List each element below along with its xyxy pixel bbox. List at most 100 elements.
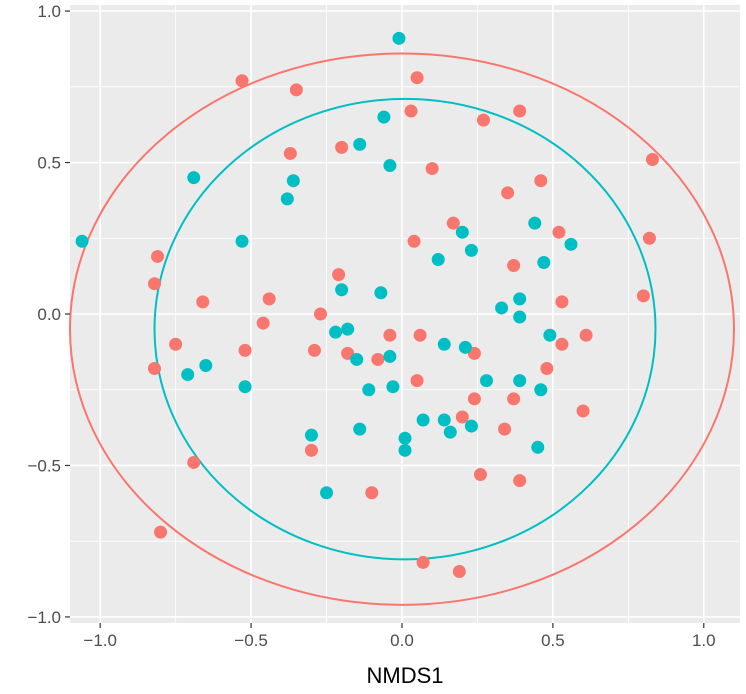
data-point xyxy=(238,380,252,394)
data-point xyxy=(383,159,397,173)
data-point xyxy=(513,292,527,306)
data-point xyxy=(398,431,412,445)
data-point xyxy=(452,565,466,578)
data-point xyxy=(431,252,445,266)
data-point xyxy=(362,383,376,397)
data-point xyxy=(464,419,478,433)
data-point xyxy=(365,486,379,500)
data-point xyxy=(335,140,349,154)
data-point xyxy=(528,216,542,230)
data-point xyxy=(645,153,659,166)
data-point xyxy=(416,555,430,569)
data-point xyxy=(642,231,656,245)
y-axis: −1.0 −0.5 0.0 0.5 1.0 xyxy=(27,2,70,627)
data-point xyxy=(464,243,478,257)
data-point xyxy=(386,380,400,394)
data-point xyxy=(235,74,249,88)
data-point xyxy=(410,374,424,388)
data-point xyxy=(555,337,569,351)
data-point xyxy=(555,295,569,309)
data-point xyxy=(196,295,210,309)
data-point xyxy=(513,374,527,388)
data-point xyxy=(313,307,327,321)
data-point xyxy=(479,374,493,388)
data-point xyxy=(320,486,334,500)
data-point xyxy=(262,292,276,306)
data-point xyxy=(413,328,427,342)
data-point xyxy=(540,362,554,376)
data-point xyxy=(235,234,249,248)
data-point xyxy=(410,71,424,85)
data-point xyxy=(513,310,527,324)
y-tick-label: −0.5 xyxy=(27,456,61,475)
data-point xyxy=(350,352,364,366)
data-point xyxy=(507,392,521,406)
data-point xyxy=(286,174,300,188)
data-point xyxy=(75,234,89,248)
data-point xyxy=(377,110,391,124)
data-point xyxy=(199,359,213,372)
data-point xyxy=(534,174,548,188)
x-axis: −1.0 −0.5 0.0 0.5 1.0 xyxy=(83,623,716,650)
data-point xyxy=(341,322,355,336)
data-point xyxy=(467,392,481,406)
data-point xyxy=(564,237,578,251)
data-point xyxy=(187,455,201,469)
data-point xyxy=(238,343,252,357)
data-point xyxy=(307,343,321,357)
data-point xyxy=(501,186,515,200)
data-point xyxy=(181,368,195,382)
data-point xyxy=(289,83,303,97)
data-point xyxy=(383,328,397,342)
data-point xyxy=(437,413,451,427)
data-point xyxy=(392,31,406,45)
data-point xyxy=(513,104,527,118)
data-point xyxy=(374,286,388,300)
data-points xyxy=(75,31,659,578)
data-point xyxy=(332,268,346,282)
data-point xyxy=(335,283,349,297)
data-point xyxy=(576,404,590,418)
data-point xyxy=(371,352,385,366)
data-point xyxy=(187,171,201,185)
group-ellipses xyxy=(69,52,735,606)
x-tick-label: 0.0 xyxy=(390,631,414,650)
x-tick-label: −1.0 xyxy=(83,631,117,650)
data-point xyxy=(148,277,162,291)
y-tick-label: 1.0 xyxy=(37,2,61,21)
data-point xyxy=(455,225,469,239)
data-point xyxy=(398,443,412,457)
data-point xyxy=(280,192,294,206)
data-point xyxy=(383,349,397,363)
data-point xyxy=(283,146,297,160)
data-point xyxy=(495,301,509,315)
data-point xyxy=(154,525,168,539)
data-point xyxy=(476,113,490,127)
data-point xyxy=(353,137,367,151)
data-point xyxy=(256,316,270,330)
data-point xyxy=(446,216,460,230)
y-tick-label: −1.0 xyxy=(27,608,61,627)
data-point xyxy=(353,422,367,436)
data-point xyxy=(636,289,650,303)
data-point xyxy=(407,234,421,248)
y-tick-label: 0.0 xyxy=(37,305,61,324)
data-point xyxy=(148,362,162,376)
data-point xyxy=(543,328,557,342)
data-point xyxy=(458,340,472,354)
data-point xyxy=(552,225,566,239)
group-ellipse xyxy=(69,52,735,606)
x-tick-label: −0.5 xyxy=(234,631,268,650)
data-point xyxy=(437,337,451,351)
data-point xyxy=(443,425,457,439)
data-point xyxy=(329,325,343,339)
x-tick-label: 0.5 xyxy=(541,631,565,650)
data-point xyxy=(579,328,593,342)
data-point xyxy=(455,410,469,424)
x-tick-label: 1.0 xyxy=(692,631,716,650)
data-point xyxy=(404,104,418,118)
data-point xyxy=(304,443,318,457)
data-point xyxy=(304,428,318,442)
x-axis-title: NMDS1 xyxy=(366,663,443,688)
